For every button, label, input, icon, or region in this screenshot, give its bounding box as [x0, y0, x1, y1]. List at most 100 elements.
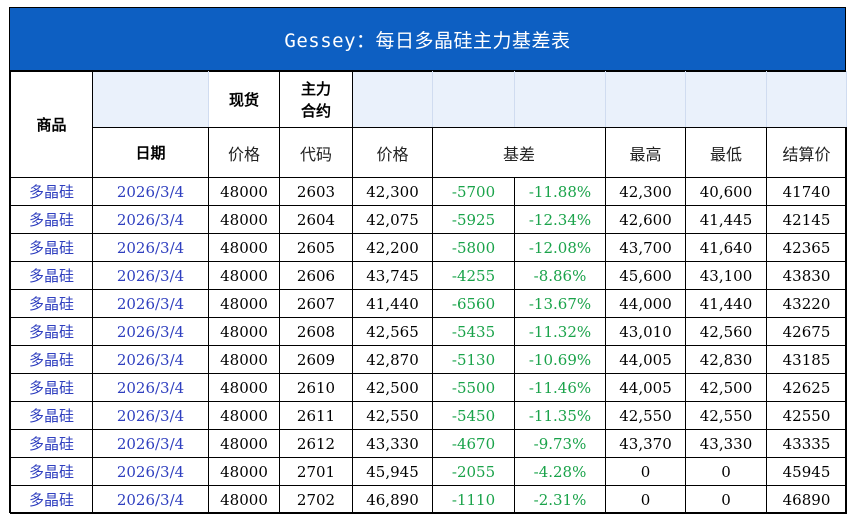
cell-high: 42,550: [605, 401, 686, 430]
cell-basis-pct: -10.69%: [514, 345, 606, 374]
cell-product: 多晶硅: [10, 233, 93, 262]
cell-basis-pct: -12.08%: [514, 233, 606, 262]
cell-date: 2026/3/4: [92, 177, 209, 206]
cell-settle: 42625: [766, 373, 847, 402]
cell-futures-price: 42,565: [352, 317, 433, 346]
cell-high: 44,005: [605, 345, 686, 374]
header-settle: 结算价: [766, 127, 847, 178]
cell-futures-price: 46,890: [352, 485, 433, 514]
cell-settle: 43830: [766, 261, 847, 290]
cell-basis: -4670: [432, 429, 515, 458]
cell-low: 40,600: [685, 177, 767, 206]
cell-basis-pct: -13.67%: [514, 289, 606, 318]
cell-date: 2026/3/4: [92, 345, 209, 374]
cell-basis-pct: -11.88%: [514, 177, 606, 206]
table-row: 多晶硅 2026/3/4 48000 2603 42,300 -5700 -11.88% 42…: [10, 177, 847, 206]
cell-spot-price: 48000: [208, 401, 280, 430]
table-row: 多晶硅 2026/3/4 48000 2608 42,565 -5435 -11.32% 43…: [10, 317, 847, 346]
cell-basis: -5450: [432, 401, 515, 430]
cell-spot-price: 48000: [208, 485, 280, 514]
cell-contract-code: 2604: [279, 205, 353, 234]
table-row: 多晶硅 2026/3/4 48000 2604 42,075 -5925 -12.34% 42…: [10, 205, 847, 234]
cell-spot-price: 48000: [208, 289, 280, 318]
cell-basis: -5925: [432, 205, 515, 234]
cell-spot-price: 48000: [208, 373, 280, 402]
cell-high: 43,700: [605, 233, 686, 262]
cell-basis: -4255: [432, 261, 515, 290]
cell-contract-code: 2610: [279, 373, 353, 402]
cell-high: 43,010: [605, 317, 686, 346]
header-product: 商品: [10, 71, 93, 178]
table-row: 多晶硅 2026/3/4 48000 2609 42,870 -5130 -10.69% 44…: [10, 345, 847, 374]
cell-date: 2026/3/4: [92, 485, 209, 514]
cell-high: 42,600: [605, 205, 686, 234]
cell-basis-pct: -4.28%: [514, 457, 606, 486]
cell-contract-code: 2603: [279, 177, 353, 206]
cell-low: 41,640: [685, 233, 767, 262]
cell-spot-price: 48000: [208, 345, 280, 374]
cell-low: 42,500: [685, 373, 767, 402]
table-row: 多晶硅 2026/3/4 48000 2701 45,945 -2055 -4.28% 0 0 4…: [10, 457, 847, 486]
cell-basis-pct: -2.31%: [514, 485, 606, 514]
cell-contract-code: 2607: [279, 289, 353, 318]
cell-basis-pct: -12.34%: [514, 205, 606, 234]
cell-basis-pct: -11.32%: [514, 317, 606, 346]
basis-table: 商品 现货 主力 合约 日期 价格 代码 价格 基差 最高 最低 结算价: [10, 71, 847, 514]
cell-high: 0: [605, 457, 686, 486]
cell-date: 2026/3/4: [92, 205, 209, 234]
header-blank: [352, 71, 433, 128]
cell-basis-pct: -8.86%: [514, 261, 606, 290]
header-low: 最低: [685, 127, 767, 178]
cell-contract-code: 2606: [279, 261, 353, 290]
header-row-1: 商品 现货 主力 合约: [10, 71, 847, 178]
header-spot: 现货: [208, 71, 280, 128]
cell-low: 42,560: [685, 317, 767, 346]
table-row: 多晶硅 2026/3/4 48000 2605 42,200 -5800 -12.08% 43…: [10, 233, 847, 262]
cell-low: 0: [685, 457, 767, 486]
cell-high: 0: [605, 485, 686, 514]
table-row: 多晶硅 2026/3/4 48000 2610 42,500 -5500 -11.46% 44…: [10, 373, 847, 402]
cell-spot-price: 48000: [208, 457, 280, 486]
cell-date: 2026/3/4: [92, 373, 209, 402]
cell-futures-price: 42,550: [352, 401, 433, 430]
cell-product: 多晶硅: [10, 457, 93, 486]
cell-low: 0: [685, 485, 767, 514]
header-blank: [605, 71, 686, 128]
header-futures-price: 价格: [352, 127, 433, 178]
cell-date: 2026/3/4: [92, 261, 209, 290]
cell-futures-price: 42,300: [352, 177, 433, 206]
cell-high: 42,300: [605, 177, 686, 206]
cell-product: 多晶硅: [10, 485, 93, 514]
cell-product: 多晶硅: [10, 429, 93, 458]
cell-contract-code: 2611: [279, 401, 353, 430]
cell-settle: 42365: [766, 233, 847, 262]
cell-high: 43,370: [605, 429, 686, 458]
cell-basis: -5130: [432, 345, 515, 374]
cell-low: 41,440: [685, 289, 767, 318]
cell-high: 44,000: [605, 289, 686, 318]
cell-futures-price: 43,745: [352, 261, 433, 290]
table-row: 多晶硅 2026/3/4 48000 2702 46,890 -1110 -2.31% 0 0 4…: [10, 485, 847, 514]
cell-product: 多晶硅: [10, 401, 93, 430]
cell-futures-price: 41,440: [352, 289, 433, 318]
cell-spot-price: 48000: [208, 317, 280, 346]
cell-contract-code: 2701: [279, 457, 353, 486]
cell-futures-price: 42,500: [352, 373, 433, 402]
cell-product: 多晶硅: [10, 289, 93, 318]
cell-basis-pct: -11.35%: [514, 401, 606, 430]
table-row: 多晶硅 2026/3/4 48000 2606 43,745 -4255 -8.86% 45,…: [10, 261, 847, 290]
cell-settle: 42550: [766, 401, 847, 430]
cell-basis-pct: -9.73%: [514, 429, 606, 458]
cell-product: 多晶硅: [10, 317, 93, 346]
cell-settle: 43220: [766, 289, 847, 318]
cell-product: 多晶硅: [10, 345, 93, 374]
header-blank: [432, 71, 515, 128]
cell-basis: -5700: [432, 177, 515, 206]
cell-basis-pct: -11.46%: [514, 373, 606, 402]
cell-futures-price: 42,075: [352, 205, 433, 234]
cell-product: 多晶硅: [10, 373, 93, 402]
cell-low: 42,830: [685, 345, 767, 374]
cell-low: 42,550: [685, 401, 767, 430]
cell-high: 45,600: [605, 261, 686, 290]
table-title: Gessey：每日多晶硅主力基差表: [10, 8, 845, 71]
